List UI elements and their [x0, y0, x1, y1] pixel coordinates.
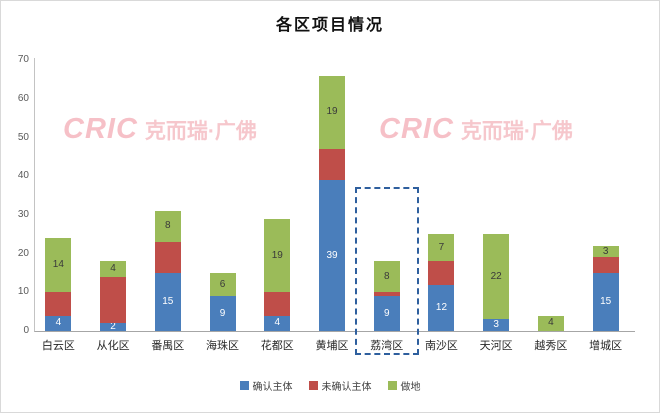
bar-segment-未确认主体 — [592, 257, 619, 273]
x-axis-label: 增城区 — [589, 340, 623, 352]
watermark-right: CRIC 克而瑞·广佛 — [379, 113, 573, 146]
data-label: 9 — [383, 307, 390, 319]
data-label: 3 — [602, 245, 609, 257]
bar-segment-确认主体: 9 — [209, 296, 236, 331]
x-axis-label: 从化区 — [96, 340, 130, 352]
bar-segment-做地: 6 — [209, 272, 236, 297]
bar-segment-做地: 8 — [154, 211, 181, 242]
data-label: 15 — [162, 295, 174, 307]
bar-segment-未确认主体 — [373, 292, 400, 297]
y-tick-label: 20 — [17, 247, 29, 259]
bar-segment-做地: 4 — [537, 315, 564, 331]
bar-segment-做地: 4 — [100, 261, 127, 277]
bar-segment-确认主体: 12 — [428, 284, 455, 331]
data-label: 8 — [383, 270, 390, 282]
data-label: 4 — [274, 317, 281, 329]
bar-segment-未确认主体 — [100, 276, 127, 324]
legend-swatch — [308, 381, 318, 390]
data-label: 2 — [110, 321, 116, 333]
bar-segment-未确认主体 — [428, 261, 455, 285]
legend-label: 确认主体 — [252, 382, 293, 393]
y-tick-label: 60 — [17, 92, 29, 104]
bar-segment-做地: 8 — [373, 261, 400, 293]
y-tick-label: 10 — [17, 286, 29, 298]
bar-segment-做地: 3 — [592, 245, 619, 258]
bar-segment-未确认主体 — [264, 292, 291, 316]
x-axis-label: 天河区 — [479, 340, 513, 352]
x-axis-label: 花都区 — [260, 340, 294, 352]
x-axis-label: 黄埔区 — [315, 340, 349, 352]
legend-item-确认主体: 确认主体 — [239, 378, 293, 393]
bar-segment-未确认主体 — [45, 292, 72, 316]
bar-segment-确认主体: 4 — [264, 315, 291, 331]
legend-item-做地: 做地 — [387, 378, 421, 393]
x-axis-label: 荔湾区 — [370, 340, 404, 352]
bar-segment-做地: 14 — [45, 238, 72, 293]
legend-label: 未确认主体 — [321, 382, 372, 393]
bar-segment-确认主体: 4 — [45, 315, 72, 331]
cric-logo: CRIC — [63, 113, 138, 145]
bar-segment-未确认主体 — [154, 241, 181, 273]
highlight-dashed-box — [354, 187, 419, 355]
x-axis-label: 越秀区 — [534, 340, 568, 352]
chart-title: 各区项目情况 — [275, 17, 384, 34]
legend-item-未确认主体: 未确认主体 — [308, 378, 372, 393]
legend-label: 做地 — [400, 382, 421, 393]
bar-segment-确认主体: 3 — [483, 319, 510, 331]
data-label: 19 — [271, 249, 283, 261]
data-label: 22 — [490, 270, 502, 282]
legend-swatch — [387, 381, 397, 390]
bar-segment-做地: 19 — [319, 75, 345, 150]
data-label: 39 — [326, 249, 338, 261]
data-label: 9 — [219, 307, 226, 319]
data-label: 4 — [55, 317, 62, 329]
watermark-brand-text: 克而瑞·广佛 — [144, 119, 257, 143]
data-label: 3 — [493, 319, 499, 331]
legend: 确认主体 未确认主体 做地 — [1, 378, 659, 393]
bar-segment-确认主体: 9 — [373, 296, 400, 331]
legend-swatch — [239, 381, 249, 390]
y-tick-label: 70 — [17, 54, 29, 66]
bar-segment-确认主体: 15 — [592, 272, 619, 331]
data-label: 15 — [600, 295, 612, 307]
x-axis-label: 番禺区 — [151, 340, 185, 352]
plot-area-frame — [34, 58, 635, 332]
data-label: 4 — [548, 317, 554, 329]
y-tick-label: 30 — [17, 208, 29, 220]
data-label: 19 — [326, 106, 338, 118]
bar-segment-确认主体: 39 — [319, 180, 345, 331]
y-tick-label: 0 — [23, 325, 29, 336]
bar-segment-做地: 22 — [483, 234, 510, 320]
data-label: 14 — [52, 259, 64, 271]
data-label: 4 — [110, 263, 116, 275]
data-label: 6 — [219, 278, 226, 290]
y-tick-label: 50 — [17, 131, 29, 143]
x-axis-label: 白云区 — [41, 340, 75, 352]
cric-logo: CRIC — [379, 113, 454, 145]
x-axis-label: 海珠区 — [206, 340, 240, 352]
data-label: 7 — [438, 241, 445, 253]
x-axis-label: 南沙区 — [424, 340, 458, 352]
watermark-left: CRIC 克而瑞·广佛 — [63, 113, 257, 146]
bar-segment-做地: 7 — [428, 234, 455, 262]
data-label: 8 — [165, 220, 171, 232]
bar-segment-确认主体: 15 — [154, 272, 181, 331]
y-tick-label: 40 — [17, 170, 29, 182]
watermark-brand-text: 克而瑞·广佛 — [460, 119, 573, 143]
bar-segment-未确认主体 — [319, 149, 345, 181]
bar-segment-做地: 19 — [264, 218, 291, 293]
bar-segment-确认主体: 2 — [100, 321, 127, 333]
data-label: 12 — [435, 301, 448, 313]
